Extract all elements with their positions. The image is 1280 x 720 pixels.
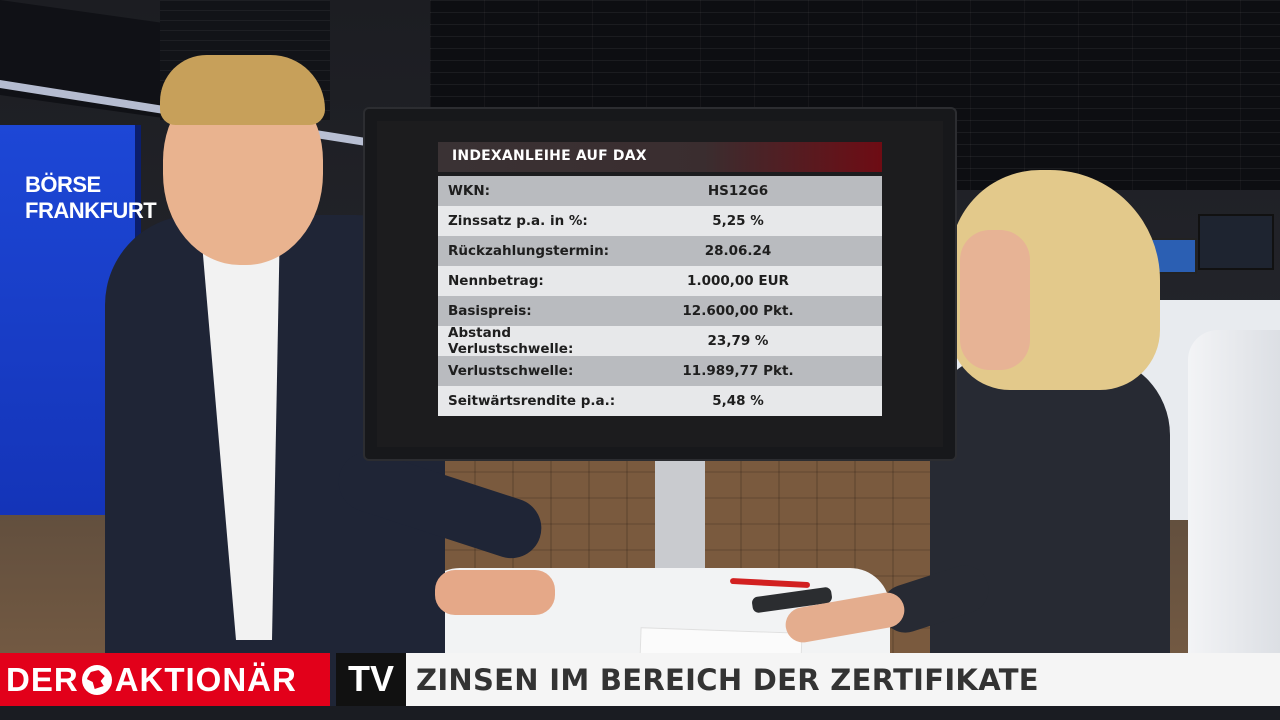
row-value: 11.989,77 Pkt. (682, 363, 794, 379)
sign-line-2: FRANKFURT (25, 198, 157, 223)
row-label: WKN: (448, 183, 491, 199)
table-header: INDEXANLEIHE AUF DAX (438, 142, 882, 172)
row-label: Abstand Verlustschwelle: (448, 325, 574, 357)
der-aktionaer-logo: DER AKTIONÄR (0, 653, 330, 706)
row-value: 28.06.24 (704, 243, 772, 259)
lower-third-banner: DER AKTIONÄR TV ZINSEN IM BEREICH DER ZER… (0, 653, 1280, 706)
tv-display: INDEXANLEIHE AUF DAX WKN: HS12G6 Zinssat… (377, 121, 943, 447)
tv-channel-badge: TV (336, 653, 406, 706)
row-value: 1.000,00 EUR (687, 273, 789, 289)
bottom-band (0, 706, 1280, 720)
table-row: Rückzahlungstermin: 28.06.24 (438, 236, 882, 266)
desk-monitor (1198, 214, 1274, 270)
row-label: Nennbetrag: (448, 273, 544, 289)
screen-stand (655, 455, 705, 570)
row-label: Verlustschwelle: (448, 363, 574, 379)
table-row: Abstand Verlustschwelle: 23,79 % (438, 325, 882, 357)
table-row: Seitwärtsrendite p.a.: 5,48 % (438, 386, 882, 416)
table-title: INDEXANLEIHE AUF DAX (452, 148, 647, 164)
logo-text-right: AKTIONÄR (114, 661, 297, 698)
stock-ticker-board (430, 0, 1280, 190)
channel-label: TV (347, 658, 394, 699)
globe-icon (81, 665, 112, 695)
row-value: 5,25 % (712, 213, 764, 229)
row-value: HS12G6 (707, 183, 769, 199)
sign-line-1: BÖRSE (25, 172, 101, 197)
woman-face (960, 230, 1030, 370)
table-row: Zinssatz p.a. in %: 5,25 % (438, 206, 882, 236)
product-data-table: WKN: HS12G6 Zinssatz p.a. in %: 5,25 % R… (438, 176, 882, 416)
row-value: 23,79 % (707, 333, 769, 349)
headline-bar: ZINSEN IM BEREICH DER ZERTIFIKATE (406, 653, 1280, 706)
logo-text-left: DER (6, 661, 79, 698)
row-label: Basispreis: (448, 303, 532, 319)
logo-wordmark: DER AKTIONÄR (6, 661, 297, 698)
headline: ZINSEN IM BEREICH DER ZERTIFIKATE (416, 663, 1039, 697)
boerse-frankfurt-sign: BÖRSE FRANKFURT (25, 172, 157, 224)
man-hands (435, 570, 555, 615)
row-label: Zinssatz p.a. in %: (448, 213, 588, 229)
row-label: Seitwärtsrendite p.a.: (448, 393, 616, 409)
table-row: Verlustschwelle: 11.989,77 Pkt. (438, 356, 882, 386)
row-value: 12.600,00 Pkt. (682, 303, 794, 319)
table-row: Nennbetrag: 1.000,00 EUR (438, 266, 882, 296)
man-hair (160, 55, 325, 125)
presenter-man (105, 55, 565, 720)
tv-screen: INDEXANLEIHE AUF DAX WKN: HS12G6 Zinssat… (365, 109, 955, 459)
row-label: Rückzahlungstermin: (448, 243, 610, 259)
row-value: 5,48 % (712, 393, 764, 409)
table-row: Basispreis: 12.600,00 Pkt. (438, 296, 882, 326)
table-row: WKN: HS12G6 (438, 176, 882, 206)
